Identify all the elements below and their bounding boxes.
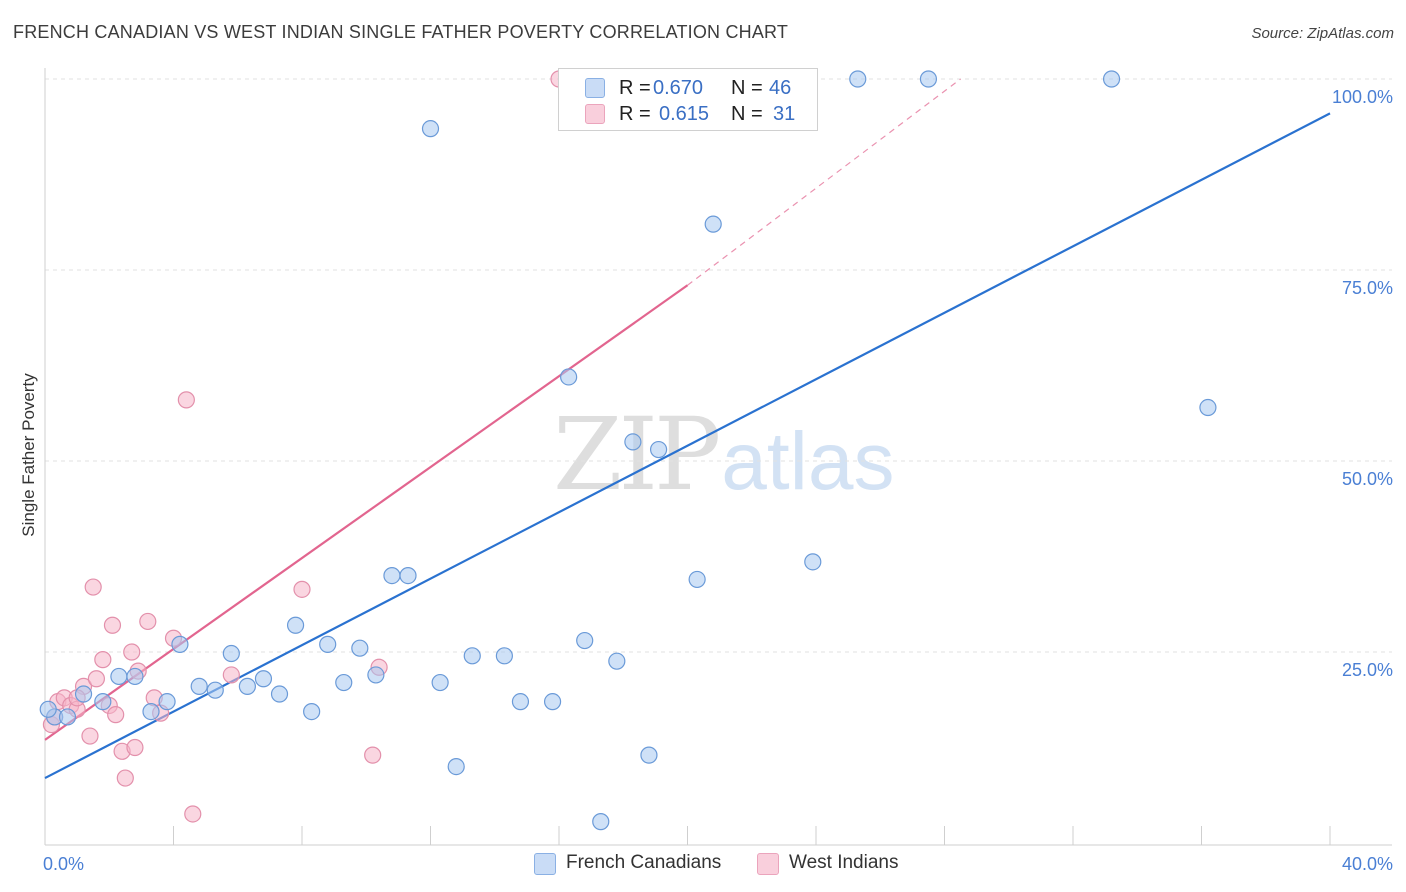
point-west-indian [123, 643, 141, 661]
x-tick-label: 40.0% [1342, 854, 1393, 874]
legend-swatch-pink [585, 104, 605, 124]
legend-swatch-blue [585, 78, 605, 98]
bottom-legend-label: French Canadians [566, 852, 722, 873]
legend-n-label: N = [731, 103, 763, 125]
point-french-canadian [270, 685, 289, 703]
point-french-canadian [383, 566, 401, 585]
point-french-canadian [399, 566, 417, 585]
point-french-canadian [447, 757, 465, 776]
legend-r-value: 0.670 [653, 77, 704, 99]
point-french-canadian [171, 635, 189, 653]
point-west-indian [84, 578, 102, 596]
point-french-canadian [238, 677, 256, 695]
bottom-legend-label: West Indians [789, 852, 899, 873]
point-french-canadian [849, 70, 867, 88]
legend-n-value: 31 [773, 103, 796, 125]
point-west-indian [222, 666, 240, 684]
point-french-canadian [804, 553, 822, 571]
trend-line-west-indians-extension [687, 78, 961, 286]
trend-lines [44, 78, 1331, 780]
point-west-indian [126, 738, 144, 757]
point-french-canadian [560, 368, 578, 386]
point-french-canadian [919, 70, 938, 88]
point-french-canadian [74, 685, 93, 703]
point-french-canadian [543, 693, 562, 711]
point-west-indian [139, 612, 157, 631]
point-french-canadian [58, 708, 77, 726]
point-french-canadian [576, 631, 594, 650]
point-french-canadian [367, 666, 385, 684]
point-french-canadian [463, 647, 481, 665]
data-points [39, 70, 1217, 831]
point-french-canadian [126, 667, 144, 686]
y-tick-label: 75.0% [1342, 278, 1393, 298]
legend-r-value: 0.615 [659, 103, 710, 125]
point-french-canadian [1102, 70, 1121, 88]
point-french-canadian [286, 616, 305, 634]
axis-labels: 25.0% 50.0% 75.0% 100.0% 0.0% 40.0% Single Fat… [19, 87, 1393, 874]
y-tick-label: 100.0% [1332, 87, 1393, 107]
point-west-indian [177, 391, 195, 409]
point-french-canadian [222, 644, 240, 663]
legend-r-label: R = [619, 103, 651, 125]
point-west-indian [107, 706, 125, 724]
point-french-canadian [94, 693, 112, 711]
correlation-legend: R = 0.670 N = 46 R = 0.615 N = 31 [558, 68, 818, 131]
point-french-canadian [351, 639, 369, 657]
bottom-legend-swatch-pink [757, 853, 779, 875]
point-french-canadian [592, 813, 610, 831]
trend-line-french-canadians [44, 112, 1331, 780]
axes [44, 68, 1392, 846]
point-french-canadian [39, 700, 57, 718]
y-tick-label: 50.0% [1342, 469, 1393, 489]
point-west-indian [116, 769, 134, 787]
point-west-indian [103, 616, 122, 634]
legend-n-label: N = [731, 77, 763, 99]
point-french-canadian [608, 652, 626, 670]
x-tick-label: 0.0% [43, 854, 84, 874]
point-french-canadian [431, 673, 449, 692]
point-french-canadian [511, 693, 530, 711]
point-french-canadian [495, 647, 513, 665]
point-west-indian [81, 727, 99, 745]
point-french-canadian [704, 215, 722, 233]
legend-n-value: 46 [769, 77, 792, 99]
point-french-canadian [335, 673, 353, 692]
point-french-canadian [688, 570, 706, 589]
point-french-canadian [319, 635, 337, 653]
point-french-canadian [158, 693, 176, 711]
point-french-canadian [190, 677, 208, 695]
point-french-canadian [303, 702, 321, 721]
trend-line-west-indians [44, 284, 689, 741]
point-french-canadian [254, 670, 273, 688]
bottom-legend-swatch-blue [534, 853, 556, 875]
point-french-canadian [1199, 398, 1217, 417]
legend-r-label: R = [619, 77, 651, 99]
point-west-indian [293, 580, 311, 598]
point-french-canadian [624, 433, 642, 451]
point-french-canadian [142, 702, 160, 721]
gridlines [45, 78, 1392, 653]
point-french-canadian [640, 746, 658, 764]
source-credit: Source: ZipAtlas.com [1251, 25, 1394, 42]
point-west-indian [94, 651, 112, 669]
y-axis-title: Single Father Poverty [19, 373, 38, 537]
point-west-indian [184, 805, 202, 823]
point-west-indian [364, 746, 382, 764]
y-tick-label: 25.0% [1342, 660, 1393, 680]
point-french-canadian [649, 440, 668, 459]
point-french-canadian [421, 120, 440, 138]
point-french-canadian [110, 667, 128, 686]
point-west-indian [87, 670, 106, 688]
point-french-canadian [206, 681, 224, 699]
chart-title: FRENCH CANADIAN VS WEST INDIAN SINGLE FA… [13, 22, 789, 42]
